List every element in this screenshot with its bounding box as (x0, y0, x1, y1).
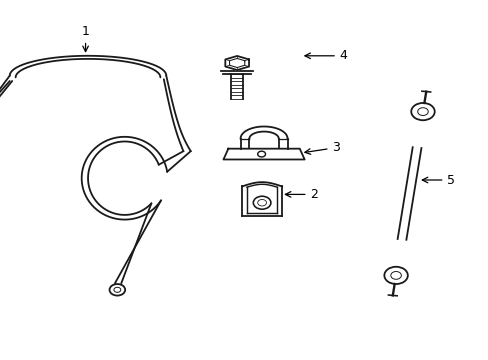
Circle shape (109, 284, 125, 296)
Circle shape (410, 103, 434, 120)
Circle shape (253, 196, 270, 209)
Text: 2: 2 (285, 188, 318, 201)
Text: 3: 3 (304, 141, 340, 154)
Text: 4: 4 (305, 49, 347, 62)
Text: 1: 1 (81, 25, 89, 51)
Polygon shape (225, 56, 248, 70)
Circle shape (384, 267, 407, 284)
Text: 5: 5 (422, 174, 454, 186)
Circle shape (257, 151, 265, 157)
